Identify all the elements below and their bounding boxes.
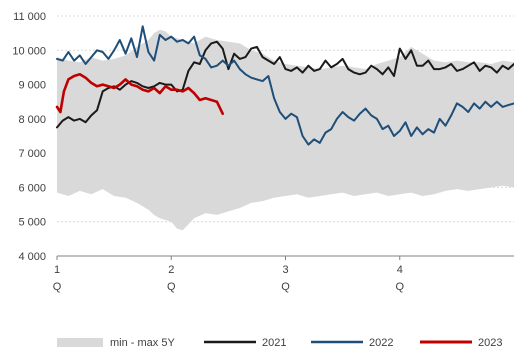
x-tick-sublabel: Q — [53, 281, 62, 293]
min-max-band — [57, 29, 514, 231]
y-tick-label: 9 000 — [18, 80, 46, 92]
axes: 4 000 5 000 6 000 7 000 8 000 9 000 10 000 11 0… — [12, 11, 514, 293]
y-tick-label: 7 000 — [18, 148, 46, 160]
x-tick-sublabel: Q — [281, 281, 290, 293]
x-tick-sublabel: Q — [167, 281, 176, 293]
y-tick-label: 11 000 — [13, 11, 46, 23]
series-line-2023 — [55, 73, 224, 115]
legend-label-2021: 2021 — [262, 337, 286, 349]
x-tick-label: 1 — [54, 264, 60, 276]
y-tick-label: 10 000 — [12, 45, 46, 57]
y-tick-label: 6 000 — [18, 182, 46, 194]
legend-label-2022: 2022 — [369, 337, 393, 349]
series-line-2021 — [56, 40, 514, 129]
legend-swatch-band — [57, 338, 103, 347]
series-line-2022 — [56, 25, 514, 146]
x-tick-label: 3 — [282, 264, 288, 276]
y-tick-label: 4 000 — [18, 251, 46, 263]
y-tick-label: 5 000 — [18, 217, 46, 229]
legend-label-band: min - max 5Y — [110, 337, 175, 349]
series-lines — [55, 25, 514, 146]
legend: min - max 5Y 2021 2022 2023 — [57, 337, 502, 349]
x-tick-sublabel: Q — [395, 281, 404, 293]
y-tick-label: 8 000 — [18, 114, 46, 126]
band-area — [57, 29, 514, 231]
legend-label-2023: 2023 — [478, 337, 502, 349]
x-tick-label: 2 — [168, 264, 174, 276]
x-tick-label: 4 — [397, 264, 403, 276]
